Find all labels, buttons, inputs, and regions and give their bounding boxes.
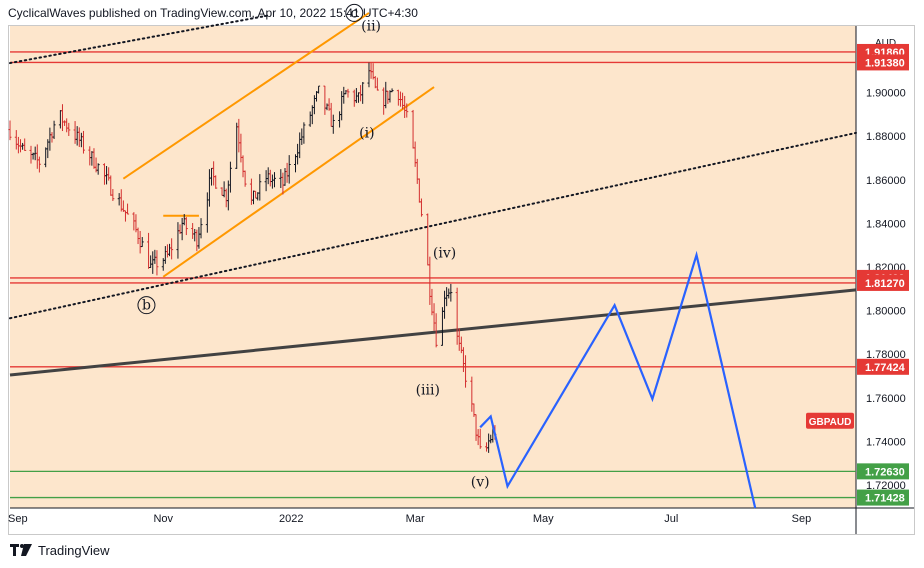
ohlc-bar — [449, 283, 453, 302]
price-tick-label: 1.84000 — [866, 218, 906, 230]
ohlc-bar — [170, 238, 174, 260]
time-tick-label: Sep — [792, 513, 812, 525]
ohlc-bar — [317, 85, 321, 94]
projection-path[interactable] — [479, 250, 757, 509]
price-tick-label: 1.88000 — [866, 131, 906, 143]
footer-brand[interactable]: TradingView — [38, 542, 110, 558]
price-tick-label: 1.80000 — [866, 306, 906, 318]
wave-label[interactable]: c — [350, 5, 358, 21]
time-tick-label: Jul — [664, 513, 678, 525]
ohlc-bar — [258, 174, 262, 201]
ohlc-bar — [390, 88, 394, 93]
price-level-tag-label: 1.91380 — [865, 57, 905, 69]
price-level-tag-label: 1.77424 — [865, 362, 906, 374]
ohlc-bar — [346, 88, 350, 98]
tradingview-logo-icon — [10, 544, 32, 556]
wave-label[interactable]: (i) — [359, 125, 374, 141]
wave-label-circle — [345, 3, 364, 22]
ohlc-bar — [126, 203, 130, 215]
wave-label[interactable]: (v) — [471, 474, 490, 490]
ohlc-bar — [361, 82, 365, 104]
time-tick-label: Nov — [153, 513, 173, 525]
wave-label[interactable]: (ii) — [361, 19, 381, 35]
ohlc-bar — [302, 122, 306, 144]
wave-label-circle — [137, 296, 156, 315]
ohlc-bar — [464, 355, 468, 388]
ohlc-bar — [214, 175, 218, 189]
symbol-tag[interactable] — [806, 412, 854, 429]
trendline[interactable] — [9, 288, 857, 377]
channel-line[interactable] — [122, 12, 370, 180]
ohlc-bar — [287, 155, 291, 184]
price-tick-label: 1.86000 — [866, 175, 906, 187]
ohlc-bar — [8, 120, 12, 141]
time-tick-label: May — [533, 513, 554, 525]
price-level-tag[interactable] — [857, 463, 909, 480]
price-level-tag[interactable] — [857, 54, 909, 71]
price-level-tag-label: 1.81270 — [865, 278, 905, 290]
price-level-tag[interactable] — [857, 489, 909, 506]
wave-label[interactable]: (iii) — [416, 383, 440, 399]
ohlc-bar — [273, 172, 277, 188]
ohlc-bar — [155, 250, 159, 276]
ohlc-bar — [184, 217, 188, 236]
time-tick-label: 2022 — [279, 513, 303, 525]
time-axis[interactable] — [10, 508, 856, 534]
plot-background — [10, 26, 856, 508]
ohlc-bar — [37, 156, 41, 173]
ohlc-bar — [405, 103, 409, 118]
dotted-trendline[interactable] — [9, 14, 272, 65]
dotted-trendline[interactable] — [9, 131, 857, 320]
time-tick-label: Mar — [406, 513, 425, 525]
price-tick-label: 1.76000 — [866, 393, 906, 405]
price-level-tag-label: 1.72630 — [865, 466, 905, 478]
price-level-tag[interactable] — [857, 358, 909, 375]
ohlc-bar — [199, 218, 203, 239]
ohlc-bar — [111, 189, 115, 201]
publish-info: CyclicalWaves published on TradingView.c… — [8, 6, 418, 20]
price-tick-label: 1.74000 — [866, 436, 906, 448]
ohlc-bar — [434, 313, 438, 348]
ohlc-bar — [23, 138, 27, 151]
ohlc-bar — [331, 114, 335, 134]
ohlc-bar — [140, 237, 144, 248]
symbol-tag-label: GBPAUD — [809, 417, 852, 428]
ohlc-bar — [52, 120, 56, 139]
ohlc-bar — [419, 198, 423, 217]
price-level-tag-label: 1.71428 — [865, 493, 905, 505]
price-tick-label: 1.90000 — [866, 88, 906, 100]
chart-frame — [8, 25, 915, 535]
currency-label: AUD — [875, 38, 896, 49]
price-level-tag[interactable] — [857, 274, 909, 291]
ohlc-bar — [243, 170, 247, 187]
ohlc-bar — [478, 428, 482, 449]
ohlc-bar — [375, 77, 379, 91]
footer: TradingView — [10, 540, 110, 560]
ohlc-bar — [228, 161, 232, 193]
ohlc-bar — [96, 163, 100, 175]
wave-label[interactable]: b — [142, 298, 151, 314]
channel-line[interactable] — [162, 86, 435, 278]
ohlc-bar — [67, 122, 71, 136]
price-tick-label: 1.72000 — [866, 480, 906, 492]
price-axis[interactable] — [856, 26, 914, 508]
ohlc-bar — [81, 130, 85, 154]
wave-label[interactable]: (iv) — [433, 245, 456, 261]
time-tick-label: Sep — [8, 513, 28, 525]
price-tick-label: 1.78000 — [866, 349, 906, 361]
